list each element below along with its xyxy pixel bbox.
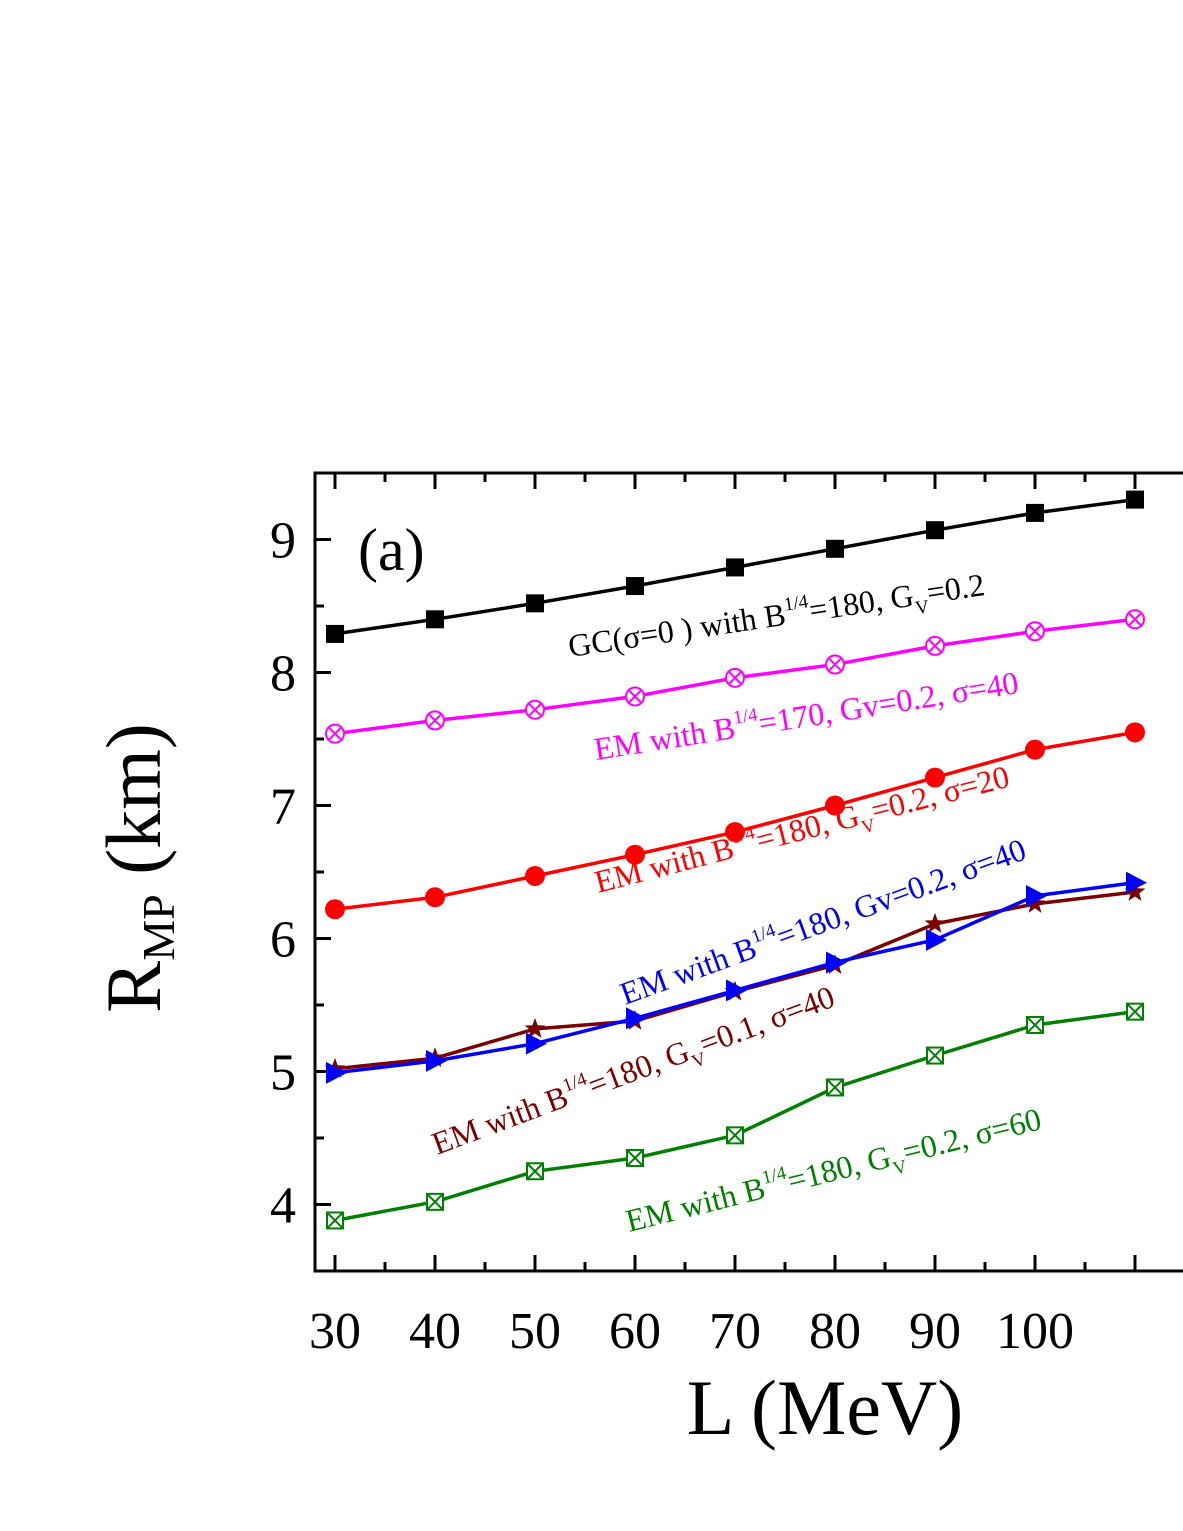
y-axis-label-main: R — [90, 961, 177, 1013]
data-point — [926, 1046, 944, 1065]
data-point — [325, 723, 345, 744]
series-label-part: =0.2 — [924, 566, 987, 610]
data-point — [1025, 621, 1045, 642]
y-tick-label: 7 — [270, 779, 296, 836]
y-tick-label: 8 — [270, 646, 296, 703]
y-tick-label: 5 — [270, 1045, 296, 1102]
data-point — [926, 521, 944, 540]
data-point — [526, 594, 544, 613]
data-point — [725, 822, 745, 843]
x-tick-label: 90 — [909, 1303, 961, 1360]
tick-labels: 30 40 50 60 70 80 90 100 4 5 6 7 8 9 — [270, 513, 1074, 1361]
series-gc — [326, 490, 1144, 643]
series-label-part: V — [859, 815, 878, 839]
data-point — [524, 1017, 546, 1038]
data-point — [626, 1148, 644, 1167]
data-point — [826, 539, 844, 558]
series-em180s20 — [325, 722, 1145, 920]
data-point — [924, 912, 946, 933]
data-point — [426, 1192, 444, 1211]
data-point — [425, 887, 445, 908]
data-point — [326, 1211, 344, 1230]
x-tick-label: 70 — [709, 1303, 761, 1360]
data-point — [625, 686, 645, 707]
data-point — [726, 1126, 744, 1145]
data-point — [1124, 880, 1146, 901]
y-tick-label: 6 — [270, 912, 296, 969]
data-point — [1026, 503, 1044, 522]
data-point — [926, 928, 947, 951]
y-tick-label: 4 — [270, 1178, 296, 1235]
x-tick-label: 40 — [409, 1303, 461, 1360]
axis-ticks — [315, 471, 1137, 1273]
data-point — [726, 558, 744, 577]
y-axis-label: RMP (km) — [90, 723, 184, 1013]
data-point — [326, 624, 344, 643]
x-tick-label: 80 — [809, 1303, 861, 1360]
data-point — [726, 979, 747, 1002]
data-point — [325, 899, 345, 920]
plot-area — [313, 471, 1183, 1273]
data-point — [925, 767, 945, 788]
data-point — [525, 865, 545, 886]
x-axis-label: L (MeV) — [687, 1364, 964, 1451]
data-point — [725, 667, 745, 688]
data-point — [825, 654, 845, 675]
series-em180s40 — [326, 871, 1147, 1084]
data-point — [626, 1007, 647, 1030]
data-point — [1026, 884, 1047, 907]
x-tick-label: 50 — [509, 1303, 561, 1360]
series-em180s60 — [326, 1002, 1144, 1230]
panel-label: (a) — [358, 517, 425, 583]
data-point — [625, 844, 645, 865]
data-point — [426, 610, 444, 629]
y-axis-label-sub: MP — [133, 894, 184, 960]
data-point — [1025, 739, 1045, 760]
x-tick-label: 100 — [996, 1303, 1074, 1360]
data-point — [1024, 892, 1046, 913]
data-point — [1026, 1015, 1044, 1034]
data-point — [326, 1061, 347, 1084]
x-tick-label: 30 — [309, 1303, 361, 1360]
series-em170 — [325, 609, 1145, 744]
data-point — [525, 699, 545, 720]
data-point — [826, 951, 847, 974]
data-point — [1126, 490, 1144, 509]
data-point — [1126, 1002, 1144, 1021]
data-point — [1126, 871, 1147, 894]
series-label-part: V — [914, 596, 931, 619]
data-point — [925, 635, 945, 656]
data-point — [626, 577, 644, 596]
data-point — [1125, 722, 1145, 743]
data-point — [826, 1078, 844, 1097]
y-axis-label-rest: (km) — [90, 723, 177, 894]
series-label-part: 1/4 — [732, 704, 760, 729]
data-point — [526, 1032, 547, 1055]
data-point — [426, 1049, 447, 1072]
data-point — [1125, 609, 1145, 630]
y-tick-label: 9 — [270, 513, 296, 570]
series-label-part: 1/4 — [782, 591, 810, 615]
data-point — [825, 795, 845, 816]
x-tick-label: 60 — [609, 1303, 661, 1360]
data-point — [526, 1162, 544, 1181]
series-layer — [324, 490, 1147, 1230]
series-label-part: V — [891, 1156, 910, 1180]
data-point — [425, 710, 445, 731]
